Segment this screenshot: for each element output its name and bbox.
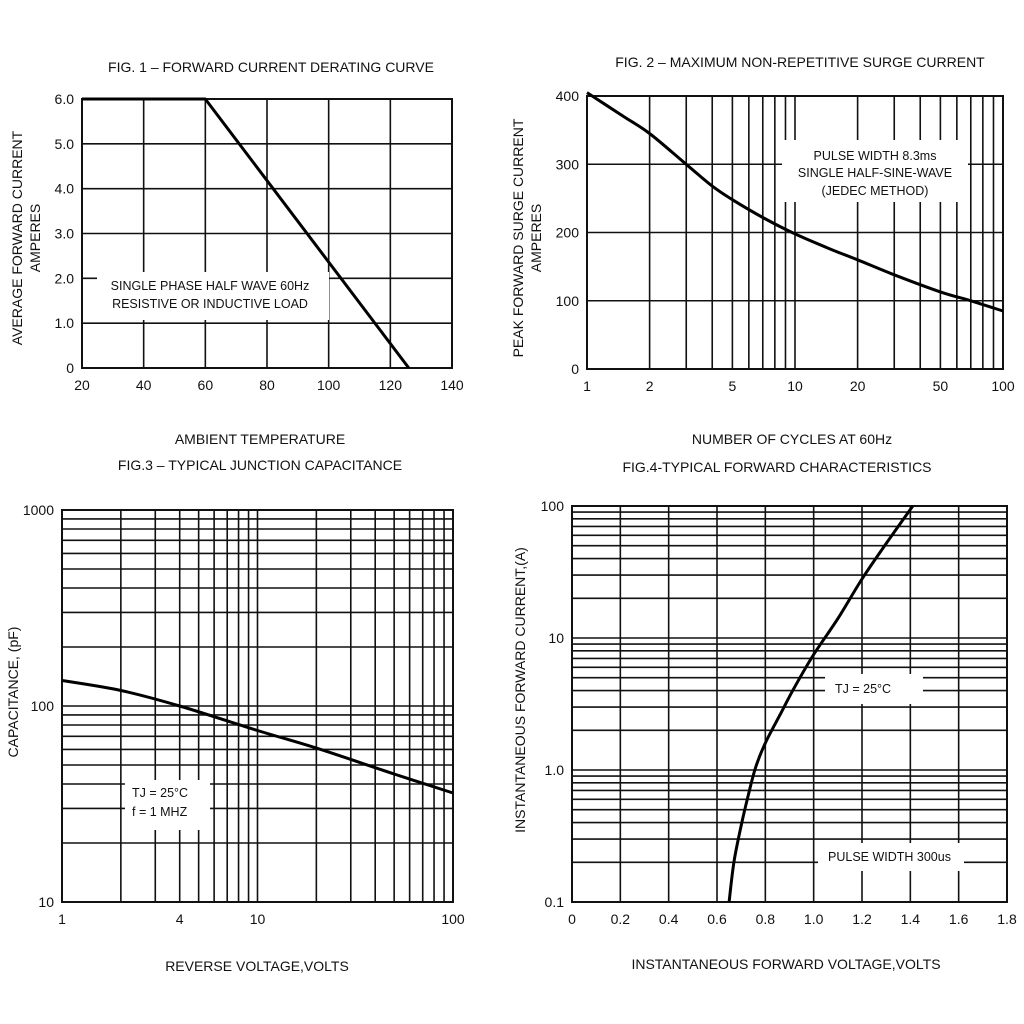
fig1-x-tick-label: 140	[440, 377, 464, 393]
fig4-x-tick-label: 0.4	[659, 911, 679, 927]
fig2-annotation-line2: SINGLE HALF-SINE-WAVE	[798, 166, 952, 180]
fig4-annotation-tj: TJ = 25°C	[835, 682, 891, 696]
fig1-y-axis-label: AVERAGE FORWARD CURRENT	[9, 130, 25, 345]
fig4-x-tick-label: 1.8	[997, 911, 1017, 927]
fig4-x-tick-label: 0	[568, 911, 576, 927]
fig3-chart: FIG.3 – TYPICAL JUNCTION CAPACITANCE TJ …	[5, 457, 465, 974]
fig2-y-tick-label: 200	[556, 225, 580, 241]
fig1-annotation-box: SINGLE PHASE HALF WAVE 60Hz RESISTIVE OR…	[97, 272, 329, 320]
fig4-annotation-pulse: PULSE WIDTH 300us	[828, 850, 951, 864]
fig2-x-tick-label: 1	[583, 378, 591, 394]
fig1-y-axis-label-units: AMPERES	[27, 204, 43, 272]
fig2-y-tick-label: 0	[571, 361, 579, 377]
fig1-plot-frame	[81, 98, 453, 369]
fig4-annotation-mask-2	[818, 843, 964, 871]
fig2-y-axis-label: PEAK FORWARD SURGE CURRENT	[510, 118, 526, 357]
fig2-annotation-box: PULSE WIDTH 8.3ms SINGLE HALF-SINE-WAVE …	[782, 140, 968, 202]
fig2-series-surge-line	[586, 91, 1004, 313]
fig1-x-tick-label: 60	[198, 377, 214, 393]
fig1-y-tick-label: 3.0	[55, 226, 75, 242]
fig4-x-tick-label: 1.0	[804, 911, 824, 927]
fig3-series-capacitance-line	[61, 679, 454, 795]
fig3-x-tick-label: 100	[441, 911, 465, 927]
fig3-x-tick-label: 4	[176, 911, 184, 927]
fig3-x-axis-label: REVERSE VOLTAGE,VOLTS	[165, 958, 349, 974]
fig4-x-tick-label: 1.2	[852, 911, 872, 927]
fig2-annotation-line3: (JEDEC METHOD)	[822, 184, 929, 198]
fig4-x-tick-label: 0.2	[611, 911, 631, 927]
fig1-annotation-line1: SINGLE PHASE HALF WAVE 60Hz	[111, 279, 310, 293]
fig2-y-tick-label: 300	[556, 156, 580, 172]
fig3-title: FIG.3 – TYPICAL JUNCTION CAPACITANCE	[118, 457, 402, 473]
fig1-annotation-line2: RESISTIVE OR INDUCTIVE LOAD	[112, 297, 308, 311]
fig3-x-tick-label: 1	[58, 911, 66, 927]
fig4-x-tick-label: 0.6	[707, 911, 727, 927]
fig2-x-tick-label: 50	[933, 378, 949, 394]
fig4-annotation-mask-1	[825, 674, 923, 704]
fig4-y-tick-label: 10	[548, 630, 564, 646]
fig3-y-axis-label: CAPACITANCE, (pF)	[5, 627, 21, 758]
fig1-series-derating-line	[82, 97, 410, 369]
fig2-x-tick-label: 10	[787, 378, 803, 394]
fig4-annotation-box: TJ = 25°C PULSE WIDTH 300us	[818, 674, 964, 871]
fig2-annotation-line1: PULSE WIDTH 8.3ms	[814, 149, 937, 163]
fig3-plot-frame	[61, 509, 454, 903]
fig4-grid	[572, 506, 1007, 902]
fig2-y-tick-label: 400	[556, 88, 580, 104]
fig4-x-axis-label: INSTANTANEOUS FORWARD VOLTAGE,VOLTS	[631, 956, 940, 972]
fig3-annotation-line1: TJ = 25°C	[132, 786, 188, 800]
fig4-x-tick-label: 1.6	[949, 911, 969, 927]
fig1-y-tick-label: 5.0	[55, 136, 75, 152]
fig1-chart: FIG. 1 – FORWARD CURRENT DERATING CURVE …	[9, 59, 464, 447]
fig1-x-tick-label: 40	[136, 377, 152, 393]
fig2-x-tick-label: 20	[850, 378, 866, 394]
fig1-y-tick-label: 6.0	[55, 91, 75, 107]
fig2-annotation-mask	[782, 140, 968, 202]
fig1-grid	[82, 99, 452, 368]
fig2-title: FIG. 2 – MAXIMUM NON-REPETITIVE SURGE CU…	[615, 54, 985, 70]
fig3-annotation-line2: f = 1 MHZ	[132, 805, 188, 819]
fig4-y-tick-label: 1.0	[545, 762, 565, 778]
fig2-x-tick-label: 100	[991, 378, 1015, 394]
fig1-x-tick-label: 120	[379, 377, 403, 393]
fig2-x-tick-label: 2	[646, 378, 654, 394]
fig3-grid	[62, 510, 453, 902]
fig1-annotation-mask	[97, 272, 329, 320]
fig1-title: FIG. 1 – FORWARD CURRENT DERATING CURVE	[108, 59, 434, 75]
fig2-y-tick-label: 100	[556, 293, 580, 309]
fig1-y-tick-label: 4.0	[55, 181, 75, 197]
fig4-series-forward-line	[727, 505, 915, 903]
fig1-y-tick-label: 0	[66, 360, 74, 376]
fig2-chart: FIG. 2 – MAXIMUM NON-REPETITIVE SURGE CU…	[510, 54, 1015, 447]
fig4-title: FIG.4-TYPICAL FORWARD CHARACTERISTICS	[622, 459, 931, 475]
fig1-x-tick-label: 20	[74, 377, 90, 393]
fig2-x-tick-label: 5	[728, 378, 736, 394]
fig2-plot-frame	[586, 95, 1004, 370]
fig4-y-tick-label: 0.1	[545, 894, 565, 910]
fig3-y-tick-label: 10	[38, 894, 54, 910]
fig3-annotation-mask	[125, 780, 210, 830]
fig3-annotation-box: TJ = 25°C f = 1 MHZ	[125, 780, 210, 830]
fig4-y-axis-label: INSTANTANEOUS FORWARD CURRENT,(A)	[512, 547, 528, 833]
fig3-y-tick-label: 1000	[23, 502, 54, 518]
fig4-chart: FIG.4-TYPICAL FORWARD CHARACTERISTICS TJ…	[512, 459, 1017, 972]
fig1-y-tick-label: 2.0	[55, 270, 75, 286]
fig2-x-axis-label: NUMBER OF CYCLES AT 60Hz	[692, 431, 892, 447]
fig3-x-tick-label: 10	[250, 911, 266, 927]
fig2-y-axis-label-units: AMPERES	[528, 204, 544, 272]
fig1-x-tick-label: 80	[259, 377, 275, 393]
fig3-y-tick-label: 100	[31, 698, 55, 714]
fig1-y-tick-label: 1.0	[55, 315, 75, 331]
fig1-x-axis-label: AMBIENT TEMPERATURE	[175, 431, 345, 447]
fig4-plot-frame	[571, 505, 1008, 903]
fig4-y-tick-label: 100	[541, 498, 565, 514]
fig4-x-tick-label: 1.4	[901, 911, 921, 927]
fig1-x-tick-label: 100	[317, 377, 341, 393]
fig4-x-tick-label: 0.8	[756, 911, 776, 927]
